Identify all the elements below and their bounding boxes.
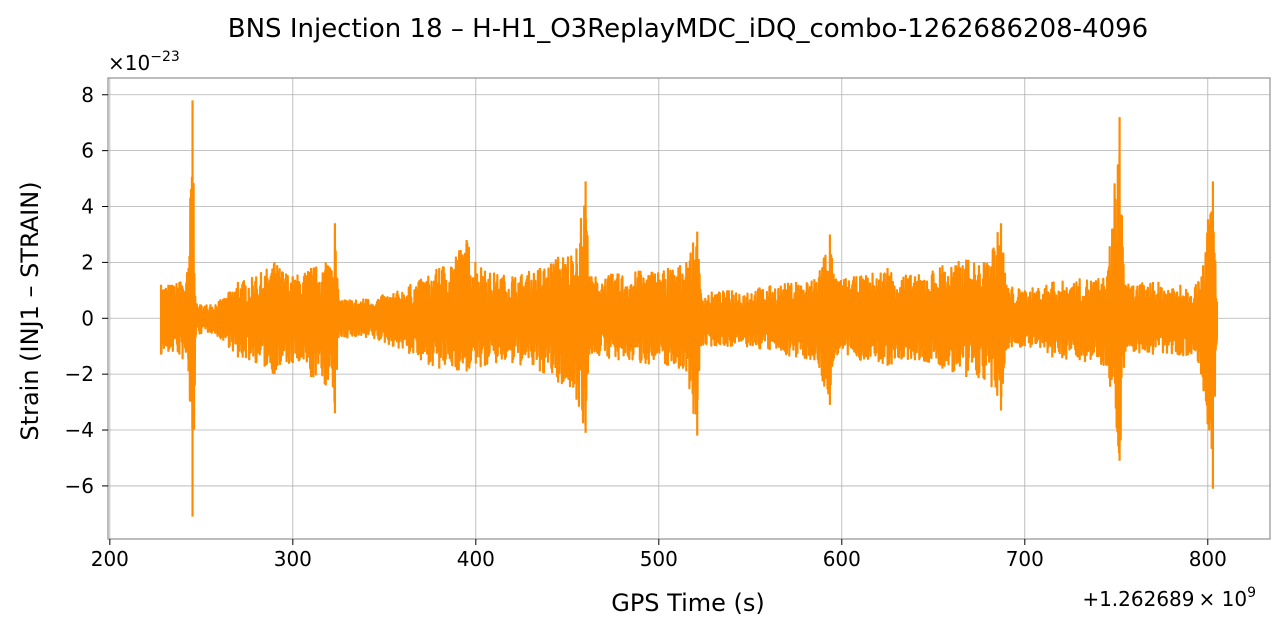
plot-frame xyxy=(107,77,1271,540)
x-tick-label: 200 xyxy=(91,547,129,571)
x-offset-mult: × 10 xyxy=(1199,587,1248,611)
y-tick-label: 8 xyxy=(81,83,94,107)
x-offset: +1.262689 × 109 xyxy=(1082,585,1256,611)
y-tick-label: 2 xyxy=(81,250,94,274)
x-tick-label: 700 xyxy=(1006,547,1044,571)
y-multiplier-exp: −23 xyxy=(150,49,180,65)
y-tick-label: 0 xyxy=(81,306,94,330)
y-ticks: −6 −4 −2 0 2 4 6 8 xyxy=(65,83,108,498)
x-tick-label: 600 xyxy=(823,547,861,571)
y-tick-label: −4 xyxy=(65,418,94,442)
x-tick-label: 400 xyxy=(457,547,495,571)
y-tick-label: 4 xyxy=(81,195,94,219)
x-ticks: 200 300 400 500 600 700 800 xyxy=(91,539,1227,571)
series-line xyxy=(159,100,1219,517)
x-axis-label: GPS Time (s) xyxy=(611,589,765,617)
x-tick-label: 500 xyxy=(640,547,678,571)
x-offset-base: +1.262689 xyxy=(1082,587,1194,611)
y-multiplier-base: ×10 xyxy=(108,51,150,75)
x-offset-exp: 9 xyxy=(1247,585,1256,601)
strain-series-path xyxy=(159,100,1219,517)
y-multiplier: ×10−23 xyxy=(108,49,180,75)
x-tick-label: 300 xyxy=(274,547,312,571)
y-tick-label: −6 xyxy=(65,474,94,498)
y-tick-label: 6 xyxy=(81,139,94,163)
y-axis-label: Strain (INJ1 – STRAIN) xyxy=(16,181,44,440)
x-tick-label: 800 xyxy=(1189,547,1227,571)
chart-title: BNS Injection 18 – H-H1_O3ReplayMDC_iDQ_… xyxy=(228,14,1148,44)
y-tick-label: −2 xyxy=(65,362,94,386)
